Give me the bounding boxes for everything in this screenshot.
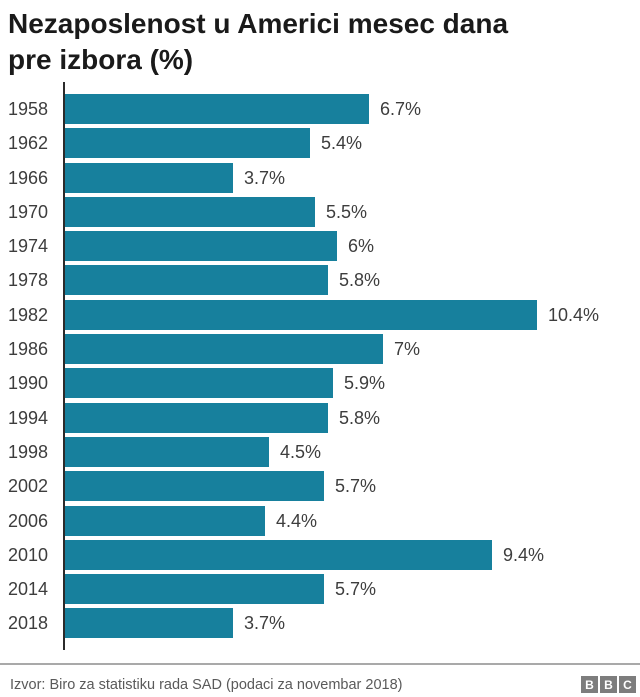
y-axis-tick-label: 1962 [8, 133, 49, 154]
bar [65, 299, 537, 330]
bar-value-label: 5.7% [335, 579, 377, 600]
bar-value-label: 10.4% [548, 304, 600, 325]
chart-row: 1994 5.8% [0, 402, 640, 437]
bar [65, 128, 310, 159]
y-axis-tick-label: 2010 [8, 544, 49, 565]
bar-value-label: 5.7% [335, 476, 377, 497]
bar-value-label: 4.5% [280, 441, 322, 462]
bar [65, 265, 328, 296]
bar-value-label: 5.8% [339, 270, 381, 291]
chart-row: 2014 5.7% [0, 574, 640, 608]
bar [65, 162, 233, 193]
y-axis-tick-label: 1990 [8, 373, 49, 394]
plot-area: 1958 6.7% 1962 5.4% 1966 3.7% 1970 5.5% 1974 6% 19… [0, 94, 640, 643]
bar [65, 574, 324, 605]
y-axis-tick-label: 2006 [8, 510, 49, 531]
y-axis-tick-label: 2014 [8, 579, 49, 600]
bar [65, 334, 383, 365]
footer-divider [0, 663, 640, 665]
bar [65, 436, 269, 467]
chart-row: 2010 9.4% [0, 539, 640, 574]
chart-row: 2018 3.7% [0, 608, 640, 642]
bar [65, 196, 315, 227]
y-axis-tick-label: 1994 [8, 407, 49, 428]
bar-value-label: 5.5% [326, 201, 368, 222]
chart-row: 1962 5.4% [0, 128, 640, 162]
chart-title-line2: pre izbora (%) [8, 44, 194, 75]
chart-row: 1970 5.5% [0, 196, 640, 231]
chart-row: 1974 6% [0, 231, 640, 265]
chart-row: 1986 7% [0, 334, 640, 368]
bar-value-label: 4.4% [276, 510, 318, 531]
bar-value-label: 3.7% [244, 613, 286, 634]
chart-title: Nezaposlenost u Americi mesec dana pre i… [8, 6, 608, 78]
y-axis-tick-label: 2002 [8, 476, 49, 497]
bar-value-label: 6% [348, 236, 375, 257]
y-axis-tick-label: 1982 [8, 304, 49, 325]
bar [65, 608, 233, 639]
source-caption: Izvor: Biro za statistiku rada SAD (poda… [10, 677, 403, 693]
y-axis-tick-label: 2018 [8, 613, 49, 634]
chart-row: 1966 3.7% [0, 162, 640, 197]
chart-row: 2002 5.7% [0, 471, 640, 505]
bar [65, 471, 324, 502]
y-axis-tick-label: 1998 [8, 441, 49, 462]
y-axis-line [63, 82, 65, 650]
bar-value-label: 5.8% [339, 407, 381, 428]
bar-value-label: 5.4% [321, 133, 363, 154]
bbc-logo: B B C [581, 676, 636, 693]
chart-row: 1982 10.4% [0, 299, 640, 334]
bbc-logo-letter: B [600, 676, 617, 693]
chart-row: 1990 5.9% [0, 368, 640, 402]
chart-row: 2006 4.4% [0, 505, 640, 540]
bbc-logo-letter: B [581, 676, 598, 693]
bar [65, 402, 328, 433]
y-axis-tick-label: 1970 [8, 201, 49, 222]
y-axis-tick-label: 1986 [8, 339, 49, 360]
bar-value-label: 7% [394, 339, 421, 360]
y-axis-tick-label: 1978 [8, 270, 49, 291]
bar [65, 505, 265, 536]
bbc-logo-letter: C [619, 676, 636, 693]
bar [65, 231, 337, 262]
y-axis-tick-label: 1966 [8, 167, 49, 188]
bar-value-label: 5.9% [344, 373, 386, 394]
chart-row: 1998 4.5% [0, 436, 640, 471]
bar-value-label: 6.7% [380, 99, 422, 119]
y-axis-tick-label: 1958 [8, 99, 49, 119]
bar-value-label: 9.4% [503, 544, 545, 565]
bar-value-label: 3.7% [244, 167, 286, 188]
y-axis-tick-label: 1974 [8, 236, 49, 257]
bar [65, 94, 369, 124]
footer: Izvor: Biro za statistiku rada SAD (poda… [0, 672, 640, 697]
chart-title-line1: Nezaposlenost u Americi mesec dana [8, 8, 509, 39]
bar [65, 539, 492, 570]
bar [65, 368, 333, 399]
chart-row: 1958 6.7% [0, 94, 640, 128]
chart-row: 1978 5.8% [0, 265, 640, 299]
